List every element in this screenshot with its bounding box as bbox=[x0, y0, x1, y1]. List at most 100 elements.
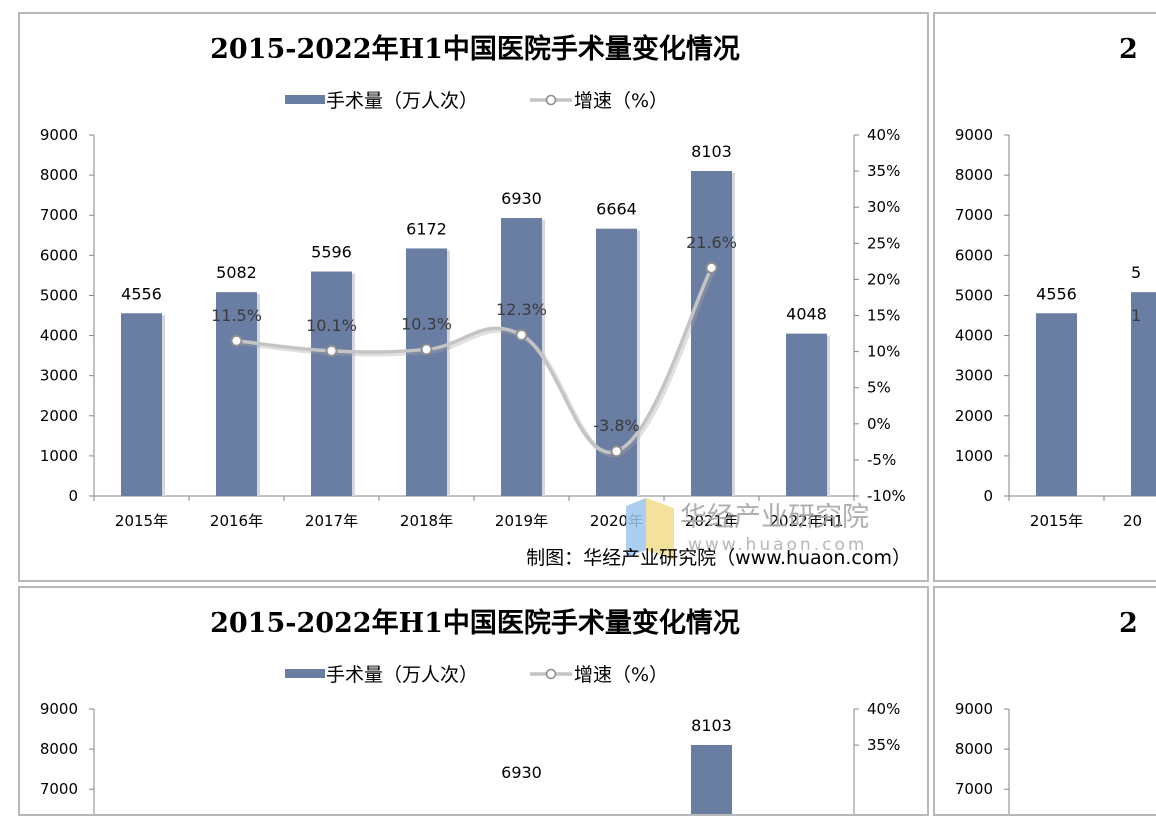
bar-value-label: 4556 bbox=[121, 284, 162, 303]
bar bbox=[216, 292, 257, 496]
y-right-tick-label: -5% bbox=[867, 451, 896, 469]
y-left-tick-label: 9000 bbox=[40, 126, 78, 144]
chart-top-right: 2010002000300040005000600070008000900045… bbox=[955, 34, 1156, 530]
bar bbox=[406, 248, 447, 496]
bar bbox=[501, 218, 542, 496]
x-tick-label: 2021年 bbox=[685, 512, 738, 530]
bar-value-label: 6930 bbox=[501, 189, 542, 208]
growth-marker bbox=[515, 328, 528, 341]
y-left-tick-label: 2000 bbox=[955, 407, 993, 425]
chart-bottom-right: 2 7000 8000 9000 bbox=[955, 608, 1138, 814]
bar-value-label: 8103 bbox=[691, 716, 732, 735]
y-left-tick-label: 9000 bbox=[955, 700, 993, 718]
x-tick-label-clipped: 20 bbox=[1123, 512, 1142, 530]
legend-line-marker bbox=[545, 94, 557, 106]
bar bbox=[691, 744, 732, 814]
y-left-tick-label: 8000 bbox=[40, 166, 78, 184]
legend-bar-swatch bbox=[285, 95, 325, 104]
bar-value-label-clipped: 5 bbox=[1131, 263, 1141, 282]
y-right-tick-label: 40% bbox=[867, 126, 900, 144]
chart-panel-bottom-left: 2015-2022年H1中国医院手术量变化情况手术量（万人次） 增速（%） 7000… bbox=[18, 586, 929, 816]
growth-line bbox=[236, 267, 714, 455]
bar bbox=[691, 170, 732, 496]
growth-value-label: 10.3% bbox=[401, 314, 452, 333]
y-left-tick-label: 5000 bbox=[955, 286, 993, 304]
chart-title-clipped: 2 bbox=[1119, 34, 1138, 65]
y-left-tick-label: 8000 bbox=[955, 740, 993, 758]
legend-line-marker bbox=[545, 668, 557, 680]
growth-value-label-clipped: 1 bbox=[1131, 306, 1141, 325]
x-tick-label: 2016年 bbox=[210, 512, 263, 530]
bar-value-label: 6664 bbox=[596, 200, 637, 219]
y-right-tick-label: -10% bbox=[867, 487, 906, 505]
y-left-tick-label: 9000 bbox=[40, 700, 78, 718]
x-tick-label: 2019年 bbox=[495, 512, 548, 530]
y-right-tick-label: 25% bbox=[867, 234, 900, 252]
y-left-tick-label: 7000 bbox=[40, 780, 78, 798]
legend-line-label: 增速（%） bbox=[574, 664, 668, 686]
bar-value-label-clipped: 6930 bbox=[501, 763, 542, 782]
x-tick-label: 2022年H1 bbox=[770, 512, 844, 530]
legend-bar-label: 手术量（万人次） bbox=[326, 664, 478, 686]
y-left-tick-label: 7000 bbox=[955, 780, 993, 798]
chart-panel-bottom-right: 2 7000 8000 9000 bbox=[933, 586, 1156, 816]
bar bbox=[121, 313, 162, 496]
x-tick-label: 2015年 bbox=[1030, 512, 1083, 530]
y-left-tick-label: 0 bbox=[68, 487, 78, 505]
legend-bar-label: 手术量（万人次） bbox=[326, 90, 478, 112]
watermark-logo-icon bbox=[646, 498, 674, 560]
growth-value-label: 11.5% bbox=[211, 306, 262, 325]
growth-value-label: 21.6% bbox=[686, 233, 737, 252]
y-left-tick-label: 6000 bbox=[40, 246, 78, 264]
chart-title: 2015-2022年H1中国医院手术量变化情况 bbox=[210, 607, 740, 639]
bar bbox=[311, 271, 352, 496]
y-right-tick-label: 10% bbox=[867, 343, 900, 361]
bar-value-label: 6172 bbox=[406, 219, 447, 238]
growth-value-label: -3.8% bbox=[593, 416, 639, 435]
y-left-tick-label: 8000 bbox=[955, 166, 993, 184]
y-left-tick-label: 0 bbox=[983, 487, 993, 505]
legend-line-label: 增速（%） bbox=[574, 90, 668, 112]
y-right-tick-label: 35% bbox=[867, 736, 900, 754]
x-tick-label: 2017年 bbox=[305, 512, 358, 530]
growth-marker bbox=[420, 343, 433, 356]
growth-value-label: 12.3% bbox=[496, 300, 547, 319]
y-left-tick-label: 2000 bbox=[40, 407, 78, 425]
growth-marker bbox=[705, 261, 718, 274]
chart-title: 2015-2022年H1中国医院手术量变化情况 bbox=[210, 33, 740, 65]
chart-title-clipped: 2 bbox=[1119, 608, 1138, 639]
watermark-name: 华经产业研究院 bbox=[680, 502, 869, 533]
y-left-tick-label: 3000 bbox=[40, 367, 78, 385]
y-left-tick-label: 8000 bbox=[40, 740, 78, 758]
growth-value-label: 10.1% bbox=[306, 316, 357, 335]
bar-value-label: 8103 bbox=[691, 142, 732, 161]
bar-value-label: 4048 bbox=[786, 305, 827, 324]
growth-marker bbox=[230, 334, 243, 347]
bar-value-label: 5596 bbox=[311, 243, 352, 262]
y-right-tick-label: 0% bbox=[867, 415, 891, 433]
bar bbox=[1131, 292, 1156, 496]
y-left-tick-label: 1000 bbox=[40, 447, 78, 465]
y-left-tick-label: 9000 bbox=[955, 126, 993, 144]
legend-bar-swatch bbox=[285, 669, 325, 678]
bar-value-label: 5082 bbox=[216, 263, 257, 282]
y-right-tick-label: 15% bbox=[867, 307, 900, 325]
y-left-tick-label: 4000 bbox=[955, 327, 993, 345]
chart-credit: 制图：华经产业研究院（www.huaon.com） bbox=[526, 547, 911, 569]
y-left-tick-label: 3000 bbox=[955, 367, 993, 385]
y-left-tick-label: 6000 bbox=[955, 246, 993, 264]
x-tick-label: 2015年 bbox=[115, 512, 168, 530]
bar bbox=[1036, 313, 1077, 496]
growth-marker bbox=[325, 344, 338, 357]
growth-marker bbox=[610, 445, 623, 458]
y-right-tick-label: 35% bbox=[867, 162, 900, 180]
y-left-tick-label: 5000 bbox=[40, 286, 78, 304]
y-left-tick-label: 7000 bbox=[955, 206, 993, 224]
watermark-logo-icon bbox=[626, 498, 646, 558]
y-right-tick-label: 40% bbox=[867, 700, 900, 718]
watermark-url: www.huaon.com bbox=[688, 535, 867, 555]
bar-value-label: 4556 bbox=[1036, 284, 1077, 303]
y-right-tick-label: 20% bbox=[867, 270, 900, 288]
